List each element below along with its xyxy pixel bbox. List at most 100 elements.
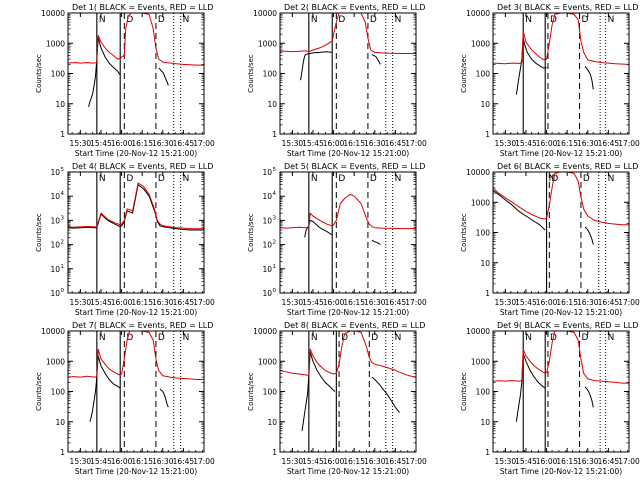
y-tick-label: 1 [272,130,277,139]
region-letter: D [126,174,133,184]
lld-series-line [280,13,416,54]
region-letter: N [183,333,190,343]
x-tick-label: 16:00 [536,298,558,307]
detector-panel-2: Det 2( BLACK = Events, RED = LLD N D D N 15:3… [247,3,427,158]
x-tick-label: 17:00 [618,298,640,307]
region-letter: D [338,174,345,184]
lld-series-line [493,172,629,226]
y-tick-label: 1 [272,448,277,457]
x-tick-label: 16:30 [577,139,599,148]
x-tick-label: 15:45 [302,298,324,307]
y-tick-label-power: 10 5 [50,167,64,177]
lld-series-line [68,13,204,66]
region-letter: D [126,15,133,25]
region-letter: N [99,174,106,184]
detector-panel-4: Det 4( BLACK = Events, RED = LLD N D D N 15:3… [35,162,215,317]
y-tick-label-base: 10 [50,241,60,250]
y-tick-label: 10 [480,418,490,427]
x-tick-label: 15:30 [495,457,517,466]
region-letter: N [99,15,106,25]
region-letter: D [370,174,377,184]
region-letter: N [395,15,402,25]
x-tick-label: 15:45 [302,457,324,466]
y-tick-label: 1000 [471,357,490,366]
panel-title: Det 7( BLACK = Events, RED = LLD [72,321,213,330]
y-tick-label: 100 [263,388,278,397]
y-tick-label-power: 10 2 [262,240,276,250]
x-tick-label: 17:00 [193,139,215,148]
y-axis-label: Counts/sec [35,372,43,411]
y-tick-label: 1 [485,289,490,298]
x-tick-label: 16:15 [343,139,365,148]
region-letter: N [183,15,190,25]
events-series-line [515,37,594,95]
x-tick-label: 15:30 [70,139,92,148]
x-tick-label: 16:45 [385,139,407,148]
region-letter: D [370,15,377,25]
y-tick-label-base: 10 [50,265,60,274]
y-tick-label: 10000 [466,9,490,18]
region-letter: D [371,333,378,343]
x-tick-label: 16:30 [152,139,174,148]
x-tick-label: 16:30 [577,298,599,307]
region-letter: N [99,333,106,343]
x-tick-label: 15:45 [90,139,112,148]
panel-title: Det 5( BLACK = Events, RED = LLD [284,162,425,171]
x-tick-label: 17:00 [405,457,427,466]
x-tick-label: 16:45 [173,457,195,466]
region-letter: D [158,174,165,184]
events-series-line [68,184,204,231]
y-tick-label-exponent: 2 [61,240,65,246]
x-tick-label: 16:00 [536,457,558,466]
region-letter: D [551,174,558,184]
x-tick-label: 16:30 [364,139,386,148]
lld-series-line [280,331,416,378]
panel-title: Det 9( BLACK = Events, RED = LLD [497,321,638,330]
y-tick-label: 1000 [46,357,65,366]
x-tick-label: 17:00 [618,139,640,148]
events-series-line [89,355,169,422]
x-tick-label: 16:15 [343,457,365,466]
y-tick-label: 1 [60,130,65,139]
y-tick-label: 10000 [253,327,277,336]
x-tick-label: 16:00 [536,139,558,148]
x-tick-label: 15:45 [515,298,537,307]
plot-frame [492,330,630,453]
x-tick-label: 16:30 [577,457,599,466]
region-letter: N [608,174,615,184]
x-tick-label: 16:00 [111,457,133,466]
y-tick-label: 1 [485,130,490,139]
y-tick-label-power: 10 5 [262,167,276,177]
y-tick-label-exponent: 5 [273,167,277,173]
x-tick-label: 15:30 [282,457,304,466]
y-tick-label: 10 [480,259,490,268]
y-tick-label-base: 10 [262,289,272,298]
lld-series-line [68,182,204,230]
x-tick-label: 17:00 [618,457,640,466]
y-axis-label: Counts/sec [247,213,255,252]
y-tick-label-power: 10 2 [50,240,64,250]
x-tick-label: 16:30 [152,457,174,466]
y-tick-label-exponent: 3 [273,215,277,221]
x-tick-label: 16:00 [323,298,345,307]
y-tick-label: 10000 [466,168,490,177]
y-tick-label-power: 10 4 [262,191,276,201]
x-tick-label: 16:00 [323,457,345,466]
y-tick-label: 100 [476,70,491,79]
y-tick-label-power: 10 4 [50,191,64,201]
x-tick-label: 16:45 [598,139,620,148]
x-tick-label: 16:45 [598,298,620,307]
y-tick-label-power: 10 3 [262,215,276,225]
y-tick-label: 100 [476,229,491,238]
x-tick-label: 15:45 [515,139,537,148]
plot-frame [279,171,417,294]
region-letter: D [582,333,589,343]
x-tick-label: 15:30 [495,139,517,148]
y-axis-label: Counts/sec [460,54,468,93]
x-tick-label: 16:45 [385,457,407,466]
detector-panel-1: Det 1( BLACK = Events, RED = LLD N D D N 15:3… [35,3,215,158]
x-tick-label: 15:30 [70,298,92,307]
x-tick-label: 17:00 [193,457,215,466]
region-letter: N [525,15,532,25]
x-tick-label: 16:15 [556,457,578,466]
